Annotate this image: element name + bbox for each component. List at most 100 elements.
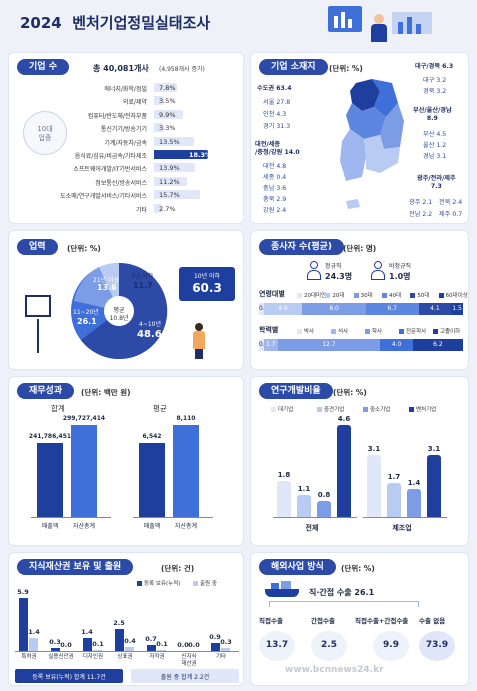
industry-bar — [154, 136, 194, 146]
industry-label: 에너지/화학/정밀 — [104, 86, 147, 93]
map-gyeongnam-region — [364, 135, 400, 173]
legend-swatch — [382, 293, 387, 298]
seg-label: 11~20년 — [73, 309, 99, 316]
stack-value: 6.7 — [387, 305, 397, 312]
industry-value: 7.8% — [159, 84, 176, 92]
rnd-value: 1.8 — [277, 471, 291, 479]
ip-bar-apply — [189, 650, 198, 651]
finance-label: 매출액 — [143, 523, 161, 530]
employees-panel: 종사자 수(평균) (단위: 명) 정규직 24.3명 비정규직 1.0명 연령… — [250, 230, 469, 370]
legend-label: 전문학사 — [406, 329, 427, 335]
overseas-value: 13.7 — [265, 640, 289, 650]
ip-value-apply: 0.0 — [60, 640, 72, 649]
industry-bar — [154, 163, 196, 173]
legend-swatch — [399, 329, 404, 334]
rnd-bar — [317, 501, 331, 517]
stack-segment: 4.9 — [263, 303, 303, 315]
ip-value-apply: 0.3 — [220, 638, 232, 647]
legend-swatch — [410, 293, 416, 298]
finance-group-title: 평균 — [153, 404, 167, 413]
overseas-label: 간접수출 — [311, 617, 335, 625]
legend-label: 출원 중 — [200, 581, 217, 587]
daejeon-item: 충남 3.6 — [263, 185, 287, 192]
daegu-item: 경북 3.2 — [423, 88, 447, 95]
sales-panel: 업력 (단위: %) 평균 10.8년 21년 이상 13.6 3년 이하 11… — [8, 230, 244, 370]
overseas-pill: 해외사업 방식 — [259, 559, 336, 575]
industry-value: 11.2% — [159, 177, 180, 186]
ip-label: 신지식 재산권 — [181, 654, 197, 667]
ip-total-apply: 출원 중 합계 2.2건 — [160, 674, 210, 681]
donut-hole — [104, 296, 134, 326]
legend-swatch — [365, 329, 370, 334]
seg-value: 11.7 — [133, 281, 153, 290]
rnd-bar — [297, 495, 311, 517]
rnd-value: 0.8 — [317, 491, 331, 499]
overseas-panel: 해외사업 방식 (단위: %) 직·간접 수출 26.1 www.bcnnews… — [250, 552, 469, 686]
edu-label: 학력별 — [259, 326, 279, 334]
ip-value-hold: 0.0 — [177, 640, 189, 649]
person-icon — [374, 14, 384, 24]
busan-item: 경남 3.1 — [423, 153, 447, 160]
ip-value-hold: 0.3 — [49, 638, 61, 647]
industry-bar — [154, 203, 162, 213]
legend-label: 석사 — [338, 329, 349, 335]
ip-bar-hold — [19, 597, 28, 651]
finance-value: 8,110 — [176, 415, 196, 422]
legend-swatch — [433, 329, 438, 334]
map-chungcheong-region — [346, 103, 386, 139]
legend-label: 학사 — [372, 329, 383, 335]
donut-avg-value: 10.8년 — [109, 315, 129, 322]
legend-swatch — [438, 293, 444, 298]
companies-increase: (4,958개사 증가) — [159, 66, 205, 73]
rnd-value: 3.1 — [427, 445, 441, 453]
legend-label: 20대미만 — [304, 293, 327, 299]
stack-value: 1.7 — [265, 341, 276, 348]
industry-bar — [154, 176, 188, 186]
stack-value: 0.6 — [259, 339, 269, 351]
industry-bar — [154, 83, 178, 92]
overseas-bubble — [373, 631, 409, 661]
seg-label: 10년 이하 — [193, 273, 221, 280]
rnd-value: 1.4 — [407, 479, 421, 487]
seg-value: 26.1 — [77, 317, 97, 326]
stack-value: 1.5 — [452, 305, 462, 312]
stack-value: 12.7 — [322, 341, 336, 348]
rnd-baseline — [363, 517, 447, 518]
legend-label: 대기업 — [278, 407, 294, 413]
industry-label: 기타 — [135, 206, 147, 214]
watermark: www.bcnnews24.kr — [285, 665, 384, 675]
presenter-icon — [195, 323, 203, 331]
industry-circle — [23, 111, 67, 155]
overseas-value: 9.9 — [383, 640, 399, 650]
industry-value: 9.9% — [159, 110, 176, 119]
companies-panel: 기업 수 총 40,081개사 (4,958개사 증가) 10대 업종 에너지/… — [8, 52, 244, 224]
rnd-bar — [367, 455, 381, 517]
ip-bar-hold — [83, 638, 92, 651]
legend-swatch — [271, 407, 276, 412]
employees-unit: (단위: 명) — [343, 244, 377, 253]
ip-total-hold: 등록 보유(누적) 합계 11.7건 — [32, 674, 106, 681]
gwangju-item: 광주 2.1 — [409, 199, 433, 206]
finance-label: 자산총계 — [174, 523, 198, 530]
ip-bar-hold — [147, 644, 156, 651]
map-jeju-region — [346, 199, 360, 209]
industry-value: 2.7% — [159, 204, 176, 213]
overseas-label: 직접수출 — [259, 617, 283, 625]
finance-group-title: 합계 — [51, 404, 65, 413]
legend-label: 중견기업 — [324, 407, 345, 413]
rnd-bar — [277, 481, 291, 517]
gwangju-item: 전남 2.2 — [409, 211, 433, 218]
industry-value: 18.3% — [189, 151, 212, 159]
stack-segment: 1.7 — [263, 339, 278, 351]
map-gangwon-region — [372, 79, 398, 117]
finance-bar — [71, 425, 97, 517]
ip-label: 디자인권 — [82, 654, 104, 660]
ip-label: 상표권 — [117, 654, 133, 660]
header-illustration — [322, 4, 462, 44]
legend-label: 40대 — [389, 293, 402, 299]
page-title: 2024 벤처기업정밀실태조사 — [20, 14, 211, 32]
gwangju-label: 광주/전라/제주 7.3 — [417, 175, 456, 190]
sales-pill: 업력 — [17, 239, 58, 255]
finance-value: 299,727,414 — [62, 415, 106, 422]
stack-segment: 6.2 — [412, 339, 463, 351]
